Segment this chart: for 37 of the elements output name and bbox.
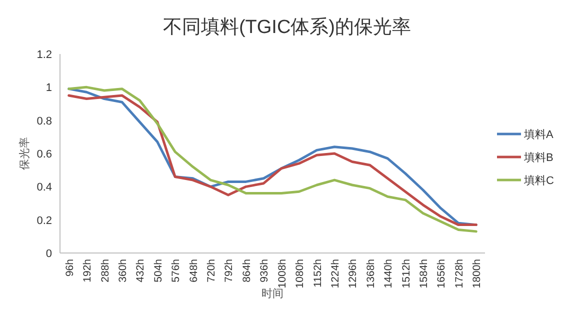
x-tick-label: 1224h (329, 258, 342, 288)
legend-label: 填料A (523, 128, 554, 141)
y-tick-label: 1.2 (36, 49, 52, 61)
x-tick-label: 1800h (471, 258, 484, 288)
y-tick-label: 0 (46, 248, 52, 260)
x-tick-label: 864h (240, 258, 253, 282)
x-tick-label: 288h (99, 258, 112, 282)
x-tick-label: 648h (188, 258, 200, 282)
legend-label: 填料C (523, 174, 554, 187)
x-tick-label: 792h (223, 258, 236, 282)
x-tick-label: 1728h (453, 258, 466, 288)
y-tick-label: 0.4 (36, 182, 52, 194)
x-tick-label: 720h (206, 258, 218, 282)
x-tick-label: 936h (258, 258, 271, 282)
x-tick-label: 96h (64, 258, 76, 277)
x-tick-label: 192h (82, 258, 94, 282)
x-tick-label: 1512h (400, 258, 412, 288)
x-tick-label: 576h (170, 258, 182, 282)
x-tick-label: 360h (116, 258, 129, 282)
y-tick-label: 1 (46, 82, 52, 94)
x-tick-label: 1008h (276, 258, 288, 288)
x-axis-title: 时间 (262, 287, 284, 300)
x-tick-label: 1584h (418, 258, 430, 288)
chart-title: 不同填料(TGIC体系)的保光率 (162, 16, 412, 38)
y-tick-label: 0.2 (36, 214, 52, 227)
y-axis-title: 保光率 (18, 137, 31, 170)
x-tick-label: 1080h (294, 258, 306, 288)
x-tick-label: 504h (152, 258, 164, 282)
x-tick-label: 1656h (436, 258, 448, 288)
x-tick-label: 1296h (347, 258, 360, 288)
x-tick-label: 1152h (312, 258, 324, 288)
x-tick-label: 1440h (382, 258, 395, 288)
x-tick-label: 1368h (364, 258, 377, 288)
legend-label: 填料B (523, 151, 554, 164)
y-tick-label: 0.6 (36, 148, 52, 160)
x-tick-label: 432h (134, 258, 147, 282)
y-tick-label: 0.8 (36, 115, 52, 128)
